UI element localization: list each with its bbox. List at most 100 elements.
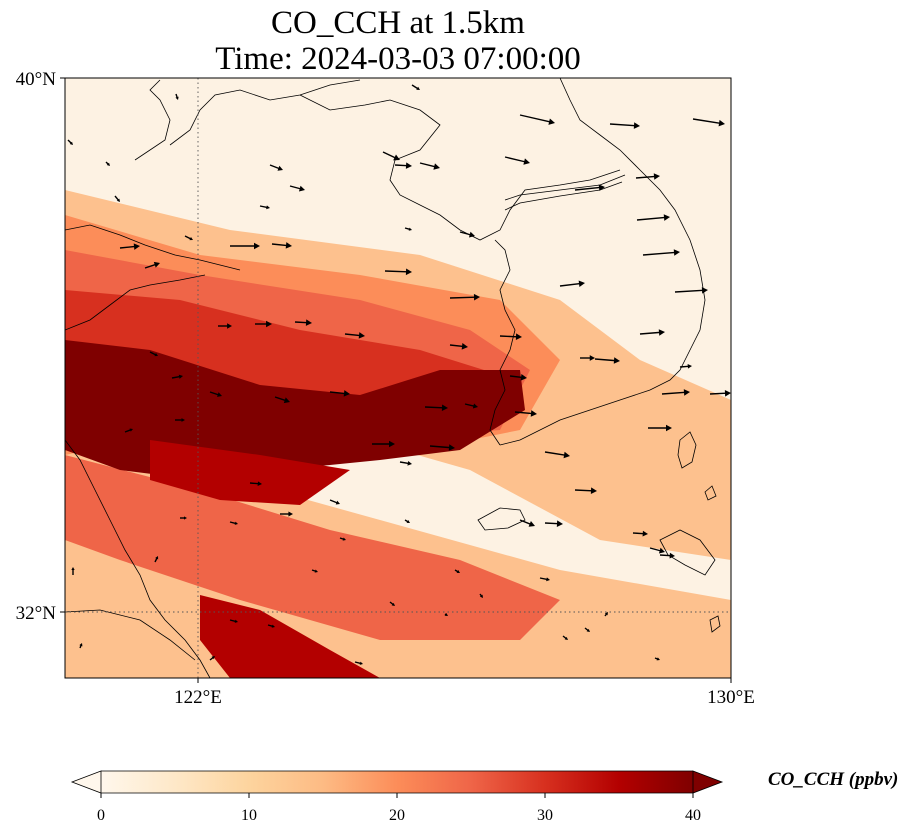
wind-arrow <box>562 635 568 640</box>
wind-arrow <box>635 173 660 180</box>
wind-arrow <box>449 343 468 350</box>
colorbar-tick-label: 20 <box>389 807 405 824</box>
wind-arrow <box>654 657 660 661</box>
lon-tick-label-130: 130°E <box>707 687 755 708</box>
wind-arrow <box>175 93 179 100</box>
wind-arrow <box>544 451 570 459</box>
wind-arrow <box>539 577 550 582</box>
wind-arrow <box>384 268 412 276</box>
wind-arrow <box>504 156 530 165</box>
wind-arrow <box>171 374 183 379</box>
wind-arrow <box>692 118 725 127</box>
wind-arrow <box>594 357 620 364</box>
plume-southern-mid-band <box>65 455 560 640</box>
wind-arrow <box>289 185 305 192</box>
wind-arrow <box>661 389 690 396</box>
wind-arrow <box>389 601 395 606</box>
wind-arrow <box>459 231 475 238</box>
wind-arrow <box>604 612 608 617</box>
wind-arrow <box>404 227 412 231</box>
wind-arrow <box>329 499 340 505</box>
wind-arrow <box>114 195 120 202</box>
colorbar: 0 10 20 30 40 <box>70 770 724 824</box>
wind-arrow <box>404 519 410 523</box>
wind-arrow <box>119 243 140 250</box>
wind-arrow <box>584 627 590 632</box>
colorbar-tick-label: 10 <box>241 807 257 824</box>
wind-vector-field <box>67 84 731 665</box>
colorbar-min-extend <box>70 770 102 794</box>
wind-arrow <box>218 323 232 329</box>
wind-arrow <box>209 656 215 661</box>
wind-arrow <box>372 440 395 448</box>
wind-arrow <box>632 530 648 537</box>
wind-arrow <box>659 552 675 559</box>
wind-arrow <box>609 122 640 129</box>
wind-arrow <box>679 364 692 369</box>
wind-arrow <box>175 418 185 422</box>
gridlines <box>65 78 731 678</box>
wind-arrow <box>339 537 346 541</box>
wind-arrow <box>67 139 73 145</box>
wind-arrow <box>230 242 260 250</box>
wind-arrow <box>519 114 555 125</box>
wind-arrow <box>574 184 605 191</box>
colorbar-gradient <box>101 771 693 793</box>
coastlines <box>65 78 721 678</box>
wind-arrow <box>249 481 262 486</box>
wind-arrow <box>649 547 665 554</box>
wind-arrow <box>382 151 400 161</box>
wind-arrow <box>311 569 318 573</box>
wind-arrow <box>271 242 292 249</box>
wind-arrow <box>449 293 480 301</box>
wind-arrow <box>329 390 350 397</box>
map-frame <box>64 77 732 679</box>
wind-arrow <box>424 404 448 412</box>
wind-arrow <box>294 319 312 326</box>
wind-arrow <box>344 332 365 339</box>
lat-tick-label-32: 32°N <box>16 603 57 624</box>
wind-arrow <box>79 643 83 649</box>
wind-arrow <box>429 444 455 451</box>
wind-arrow <box>180 516 187 520</box>
wind-arrow <box>105 161 110 166</box>
colorbar-tick-label: 40 <box>685 807 701 824</box>
wind-arrow <box>354 661 363 665</box>
wind-arrow <box>184 235 193 241</box>
map-title-line-1: CO_CCH at 1.5km <box>271 5 525 41</box>
wind-arrow <box>229 619 238 623</box>
wind-arrow <box>709 389 731 397</box>
wind-arrow <box>269 164 283 171</box>
map-title-line-2: Time: 2024-03-03 07:00:00 <box>215 41 581 77</box>
wind-arrow <box>499 333 522 341</box>
wind-arrow <box>419 162 440 170</box>
colorbar-tick-label: 0 <box>97 807 105 824</box>
wind-arrow <box>479 593 483 598</box>
wind-arrow <box>124 428 133 433</box>
lat-tick-label-40: 40°N <box>16 69 57 90</box>
wind-arrow <box>411 84 420 90</box>
wind-arrow <box>544 520 563 527</box>
wind-arrow <box>274 396 290 404</box>
wind-arrow <box>519 519 535 527</box>
wind-arrow <box>399 460 412 466</box>
map-axes: 40°N 32°N 122°E 130°E <box>16 69 755 708</box>
colorbar-max-extend <box>692 770 724 794</box>
lon-tick-label-122: 122°E <box>174 687 222 708</box>
wind-arrow <box>280 511 293 517</box>
wind-arrow <box>514 410 537 417</box>
wind-arrow <box>259 205 270 210</box>
wind-arrow <box>154 556 159 563</box>
wind-arrow <box>580 355 595 361</box>
wind-arrow <box>209 391 222 397</box>
wind-arrow <box>559 280 585 287</box>
wind-arrow <box>394 162 412 169</box>
wind-arrow <box>639 329 665 336</box>
wind-arrow <box>674 287 708 294</box>
concentration-field <box>65 78 731 678</box>
wind-arrow <box>574 487 597 495</box>
colorbar-label: CO_CCH (ppbv) <box>768 769 899 790</box>
wind-arrow <box>229 521 238 525</box>
wind-arrow <box>255 320 272 328</box>
